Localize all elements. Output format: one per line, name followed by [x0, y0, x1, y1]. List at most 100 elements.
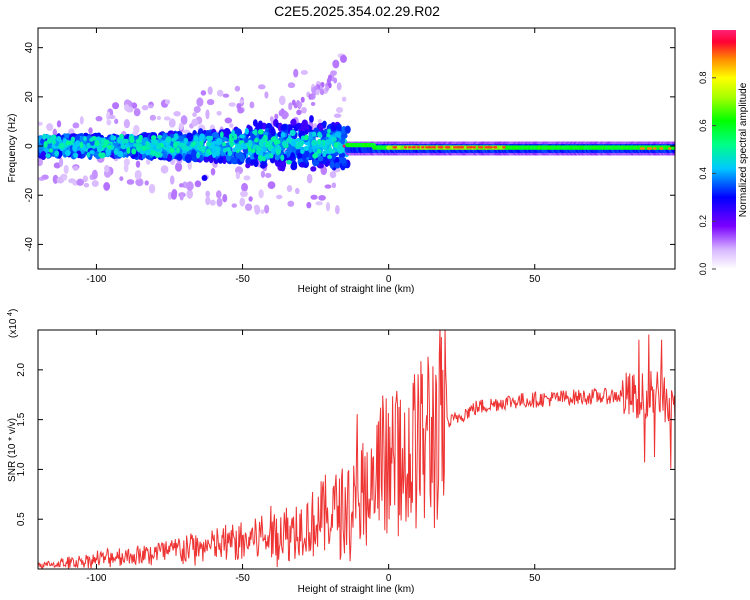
spectral-cell [184, 154, 192, 163]
x-tick-label: 0 [386, 274, 392, 285]
spectral-cell [327, 154, 333, 159]
spectral-cell [278, 110, 283, 117]
spectral-cell [427, 146, 432, 149]
spectral-cell [243, 144, 248, 150]
spectral-cell [52, 174, 59, 184]
spectral-cell [106, 119, 112, 126]
spectral-cell [211, 132, 219, 138]
spectral-cell [275, 149, 282, 155]
spectral-cell [329, 171, 337, 179]
spectral-cell [220, 131, 224, 138]
spectral-cell [126, 179, 135, 185]
spectral-cell [98, 151, 103, 158]
colorbar-tick-label: 0.0 [698, 263, 708, 276]
spectral-cell [193, 135, 199, 143]
y-tick-label: 0 [24, 143, 35, 149]
spectrogram-panel: -100 -50 0 50 -40 -20 0 20 40 Height of straigh… [7, 27, 676, 295]
spectral-cell [245, 162, 251, 169]
spectral-cell [59, 142, 65, 149]
spectral-cell [333, 141, 338, 148]
spectral-cell [196, 97, 204, 107]
colorbar-gradient [712, 30, 736, 269]
spectral-cell [265, 141, 270, 148]
spectral-cell [178, 183, 185, 188]
spectral-cell [205, 190, 211, 198]
spectral-cell [145, 141, 150, 147]
spectral-cell [227, 150, 233, 157]
spectral-cell [311, 131, 317, 137]
spectral-cell [114, 118, 119, 125]
spectral-cell [270, 128, 276, 137]
spectral-cell [129, 135, 134, 141]
y-tick-label: 20 [24, 91, 35, 103]
spectral-cell [659, 147, 664, 150]
y-tick-label: -20 [24, 188, 35, 203]
spectral-cell [265, 172, 272, 179]
y-tick-label: 0.5 [16, 512, 27, 526]
spectral-cell [211, 151, 217, 159]
spectral-cell [331, 182, 337, 189]
x-tick-label: 0 [386, 573, 392, 584]
spectral-cell [54, 150, 60, 157]
spectral-cell [205, 109, 210, 120]
spectral-cell [338, 152, 346, 158]
spectral-cell [216, 197, 223, 207]
spectral-cell [280, 154, 285, 161]
spectral-cell [165, 136, 172, 143]
spectral-cell [94, 140, 100, 147]
spectral-cell [200, 90, 207, 96]
spectral-cell [240, 190, 248, 198]
spectral-cell [334, 162, 341, 169]
spectral-cell [192, 156, 198, 163]
spectral-cell [239, 99, 245, 104]
spectral-cell [74, 140, 81, 148]
spectral-cell [307, 146, 313, 153]
spectral-cell [203, 155, 210, 163]
spectral-cell [229, 141, 234, 148]
spectral-cell [174, 162, 183, 172]
spectral-cell [228, 137, 234, 143]
spectral-cell [134, 169, 142, 180]
spectral-cell [124, 104, 130, 112]
spectral-cell [42, 133, 47, 140]
spectral-cell [170, 190, 177, 200]
snr-x-label: Height of straight line (km) [298, 584, 415, 595]
x-tick-label: -100 [86, 274, 106, 285]
spectral-cell [255, 123, 261, 129]
x-tick-label: 50 [529, 573, 541, 584]
spectral-cell [335, 205, 340, 215]
spectral-cell [286, 145, 293, 155]
spectral-cell [230, 156, 238, 165]
spectral-cell [297, 152, 302, 159]
spectral-cell [296, 122, 302, 129]
spectral-cell [236, 102, 242, 110]
snr-series-line [38, 330, 675, 569]
spectral-cell [303, 146, 309, 151]
spectral-cell [344, 125, 351, 134]
spectral-cell [334, 156, 340, 164]
spectral-cell [173, 111, 181, 117]
y-tick-label: -40 [24, 237, 35, 252]
spectral-cell [341, 96, 347, 102]
spectral-cell [176, 147, 180, 154]
spectral-cell [310, 101, 316, 106]
spectral-cell [126, 146, 131, 154]
spectral-cell [208, 155, 214, 164]
spectral-cell [648, 147, 653, 150]
spectral-cell [117, 150, 124, 158]
spectral-cell [235, 171, 241, 180]
spectral-cell [407, 146, 412, 149]
spectral-cell [296, 109, 302, 116]
spectral-cell [150, 135, 157, 140]
snr-multiplier: (x10 4 ) [7, 309, 19, 338]
spectral-cell [191, 118, 199, 127]
spectral-cell [325, 85, 330, 92]
spectral-cell [260, 209, 265, 214]
spectral-cell [232, 147, 237, 153]
spectral-cell [340, 133, 348, 139]
spectral-cell [248, 196, 253, 202]
spectral-cell [324, 184, 332, 189]
spectral-cell [455, 146, 460, 149]
spectral-cell [325, 140, 329, 146]
